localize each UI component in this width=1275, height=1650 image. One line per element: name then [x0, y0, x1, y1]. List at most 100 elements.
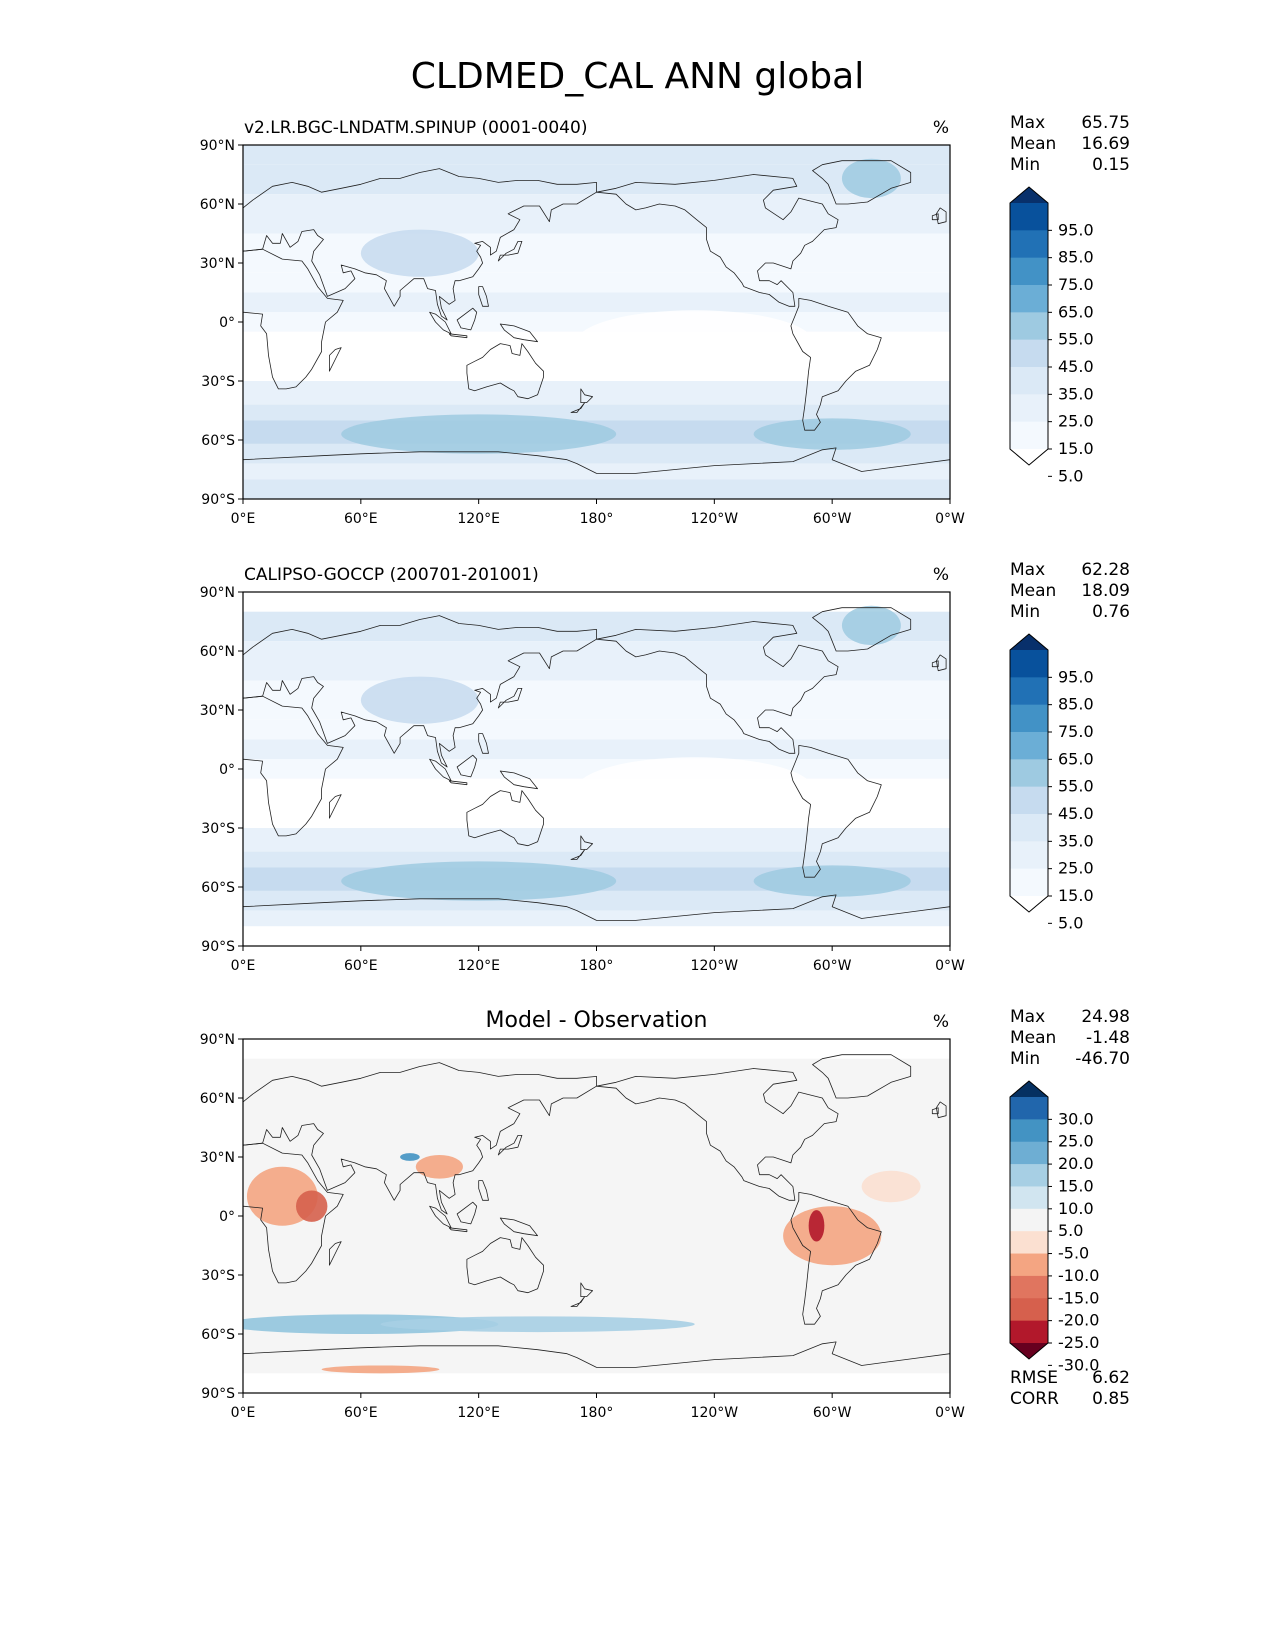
colorbar-segment: [1010, 394, 1048, 423]
coastline: [812, 1054, 912, 1099]
coastline: [478, 733, 489, 754]
colorbar-segment: [1010, 1141, 1048, 1165]
lat-tick-label: 60°S: [201, 433, 235, 449]
colorbar-label: 15.0: [1058, 439, 1094, 458]
colorbar-segment: [1010, 367, 1048, 395]
lon-tick-label: 60°E: [344, 1405, 378, 1421]
lat-tick-label: 60°N: [200, 1091, 235, 1107]
colorbar-segment: [1010, 257, 1048, 286]
colorbar-segment: [1010, 841, 1048, 870]
stat-label: Max: [1010, 113, 1045, 133]
lat-tick-label: 30°S: [201, 1268, 235, 1284]
panel-center-title: Model - Observation: [486, 1008, 708, 1033]
stat-value: -46.70: [1075, 1049, 1130, 1069]
lat-tick-label: 90°S: [201, 1386, 235, 1402]
colorbar-segment: [1010, 1298, 1048, 1322]
colorbar-segment: [1010, 650, 1048, 678]
coastline: [580, 835, 593, 850]
colorbar-segment: [1010, 704, 1048, 733]
colorbar-label: 5.0: [1058, 466, 1083, 485]
stat-label: CORR: [1010, 1389, 1059, 1409]
colorbar-label: 75.0: [1058, 722, 1094, 741]
colorbar-label: -25.0: [1058, 1333, 1099, 1352]
colorbar-label: 45.0: [1058, 804, 1094, 823]
colorbar-label: 25.0: [1058, 412, 1094, 431]
lat-tick-label: 0°: [219, 315, 235, 331]
lon-tick-label: 120°W: [691, 1405, 739, 1421]
coastline: [790, 1192, 882, 1325]
coastline: [499, 323, 538, 343]
stat-label: Max: [1010, 1007, 1045, 1027]
coastline: [790, 298, 882, 431]
lon-tick-label: 0°W: [935, 1405, 965, 1421]
lat-tick-label: 90°N: [200, 1032, 235, 1048]
coastline: [242, 248, 344, 390]
coastline: [596, 621, 839, 754]
colorbar-label: 55.0: [1058, 777, 1094, 796]
lat-tick-label: 90°S: [201, 939, 235, 955]
coastline: [931, 660, 939, 668]
colorbar: 95.0 85.0 75.0 65.0 55.0 45.0 35.0 25.0 15.0 5.0: [1009, 633, 1094, 932]
map-panel-obs: 90°N 60°N 30°N 0° 30°S 60°S 90°S 0°E 60°E 120°E 18…: [200, 560, 1130, 974]
coastline: [242, 447, 951, 500]
colorbar-segment: [1010, 312, 1048, 341]
lon-tick-label: 120°W: [691, 958, 739, 974]
colorbar-extend-max: [1010, 187, 1048, 203]
stat-value: 0.76: [1092, 602, 1130, 622]
panel-title: CALIPSO-GOCCP (200701-201001): [244, 565, 539, 585]
coastline: [570, 402, 586, 413]
coastlines: [242, 607, 951, 947]
colorbar-label: 95.0: [1058, 667, 1094, 686]
lon-tick-label: 60°E: [344, 511, 378, 527]
colorbar-segment: [1010, 1186, 1048, 1210]
colorbar-segment: [1010, 868, 1048, 897]
colorbar-label: 5.0: [1058, 1221, 1083, 1240]
colorbar-segment: [1010, 732, 1048, 760]
colorbar-extend-max: [1010, 634, 1048, 650]
coastlines: [242, 160, 951, 500]
coastline: [935, 1101, 947, 1119]
colorbar-segment: [1010, 1253, 1048, 1277]
contour-field: [243, 1039, 950, 1393]
coastline: [242, 1142, 344, 1284]
colorbar-segment: [1010, 1320, 1048, 1344]
coastline: [242, 695, 344, 837]
colorbar-label: 65.0: [1058, 302, 1094, 321]
colorbar-label: 20.0: [1058, 1154, 1094, 1173]
coastline: [570, 1296, 586, 1307]
coastline: [329, 1241, 342, 1266]
coastline: [242, 1062, 597, 1215]
stat-label: RMSE: [1010, 1368, 1058, 1388]
colorbar-label: 45.0: [1058, 357, 1094, 376]
colorbar-extend-min: [1010, 1343, 1048, 1359]
stat-label: Min: [1010, 1049, 1040, 1069]
coastline: [812, 160, 912, 205]
figure-title: CLDMED_CAL ANN global: [410, 56, 865, 97]
lat-tick-label: 90°S: [201, 492, 235, 508]
coastline: [329, 794, 342, 819]
colorbar-extend-max: [1010, 1081, 1048, 1097]
colorbar-label: -15.0: [1058, 1288, 1099, 1307]
coastline: [497, 1135, 523, 1156]
colorbar-segment: [1010, 1231, 1048, 1255]
coastline: [570, 849, 586, 860]
colorbar-segment: [1010, 759, 1048, 788]
units-label: %: [933, 1012, 949, 1032]
stat-value: 0.85: [1092, 1389, 1130, 1409]
coastline: [448, 333, 468, 339]
coastline: [456, 307, 478, 331]
coastline: [242, 1341, 951, 1394]
lon-tick-label: 180°: [580, 958, 614, 974]
colorbar: 95.0 85.0 75.0 65.0 55.0 45.0 35.0 25.0 15.0 5.0: [1009, 186, 1094, 485]
lon-tick-label: 0°E: [231, 511, 256, 527]
coastline: [329, 347, 342, 372]
lat-tick-label: 90°N: [200, 138, 235, 154]
colorbar-label: 55.0: [1058, 330, 1094, 349]
lon-tick-label: 0°W: [935, 511, 965, 527]
colorbar-segment: [1010, 1164, 1048, 1187]
coastline: [935, 207, 947, 225]
lat-tick-label: 0°: [219, 1209, 235, 1225]
colorbar-label: -10.0: [1058, 1266, 1099, 1285]
colorbar-label: 5.0: [1058, 913, 1083, 932]
stat-label: Mean: [1010, 134, 1056, 154]
